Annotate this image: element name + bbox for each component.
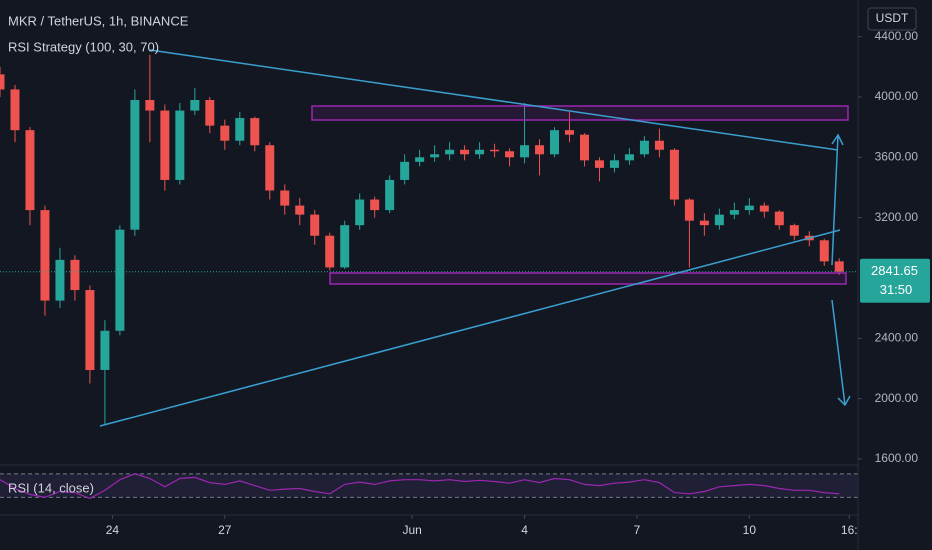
- candle-body: [265, 145, 275, 191]
- candle-body: [744, 205, 754, 211]
- y-tick-label: 1600.00: [875, 451, 919, 465]
- candle-body: [415, 157, 425, 162]
- currency-label: USDT: [876, 11, 909, 25]
- y-tick-label: 3200.00: [875, 210, 919, 224]
- x-tick-label: 16:: [841, 523, 858, 537]
- candle-body: [340, 225, 350, 268]
- candle-body: [100, 330, 110, 370]
- candle-body: [624, 154, 634, 161]
- trend-line: [99, 229, 841, 427]
- candle-body: [759, 205, 769, 212]
- candle-body: [654, 140, 664, 150]
- y-tick-label: 3600.00: [875, 149, 919, 163]
- candle-body: [250, 118, 260, 146]
- strategy-label: RSI Strategy (100, 30, 70): [8, 39, 159, 54]
- candle-body: [774, 211, 784, 226]
- candle-body: [70, 259, 80, 291]
- candle-body: [220, 125, 230, 141]
- candle-body: [55, 259, 65, 301]
- candle-body: [370, 199, 380, 211]
- candle-body: [475, 149, 485, 155]
- candle-body: [609, 160, 619, 168]
- axes: 1600.00 2000.00 2400.00 3200.00 3600.00 4000.…: [106, 29, 930, 537]
- symbol-title: MKR / TetherUS, 1h, BINANCE: [8, 13, 189, 28]
- currency-button[interactable]: [867, 7, 917, 31]
- indicator-label: RSI (14, close): [8, 480, 94, 495]
- candle-body: [190, 99, 200, 111]
- candle-body: [145, 99, 155, 111]
- candle-body: [445, 149, 455, 155]
- candle-body: [40, 210, 50, 301]
- candle-body: [699, 220, 709, 226]
- candle-body: [25, 130, 35, 211]
- candle-body: [310, 214, 320, 236]
- candle-body: [729, 210, 739, 215]
- candle-body: [385, 179, 395, 211]
- candle-body: [579, 134, 589, 161]
- candle-body: [669, 149, 679, 200]
- candle-body: [10, 89, 20, 131]
- candle-body: [175, 110, 185, 180]
- arrow-up: [831, 133, 844, 266]
- candle-body: [160, 110, 170, 180]
- candle-body: [565, 130, 574, 135]
- candle-body: [520, 145, 530, 158]
- x-tick-label: 7: [634, 523, 641, 537]
- arrow-down: [831, 299, 851, 407]
- y-tick-label: 4000.00: [875, 89, 919, 103]
- candle-body: [594, 160, 604, 168]
- candle-body: [355, 199, 365, 226]
- candle-body: [85, 290, 95, 370]
- trend-line: [149, 49, 839, 151]
- y-tick-label: 2000.00: [875, 391, 919, 405]
- last-price-box: [860, 258, 930, 303]
- candle-body: [684, 199, 694, 221]
- x-tick-label: 10: [743, 523, 757, 537]
- price-pane: [0, 54, 858, 500]
- candle-body: [490, 149, 500, 152]
- candle-body: [0, 74, 5, 90]
- x-tick-label: 27: [218, 523, 232, 537]
- candle-body: [460, 149, 470, 155]
- x-tick-label: Jun: [402, 523, 421, 537]
- y-tick-label: 2400.00: [875, 330, 919, 344]
- rsi-line: [0, 473, 840, 500]
- candle-body: [235, 118, 245, 141]
- candle-body: [430, 154, 440, 158]
- countdown: 31:50: [880, 282, 913, 297]
- candle-body: [834, 261, 844, 272]
- x-tick-label: 4: [521, 523, 528, 537]
- candle-body: [714, 214, 724, 226]
- candle-body: [789, 225, 799, 236]
- candle-body: [295, 205, 305, 215]
- x-tick-label: 24: [106, 523, 120, 537]
- y-tick-label: 4400.00: [875, 29, 919, 43]
- candle-body: [550, 130, 560, 155]
- candle-body: [280, 190, 290, 206]
- candle-body: [325, 235, 335, 268]
- candle-body: [819, 240, 829, 262]
- candle-body: [115, 229, 125, 331]
- candle-body: [505, 151, 515, 158]
- candle-body: [639, 140, 649, 155]
- support-zone: [329, 272, 847, 285]
- last-price-label: 2841.65: [871, 263, 918, 278]
- candle-body: [535, 145, 545, 155]
- candle-body: [130, 99, 140, 230]
- candle-body: [205, 99, 215, 126]
- candle-body: [400, 161, 410, 180]
